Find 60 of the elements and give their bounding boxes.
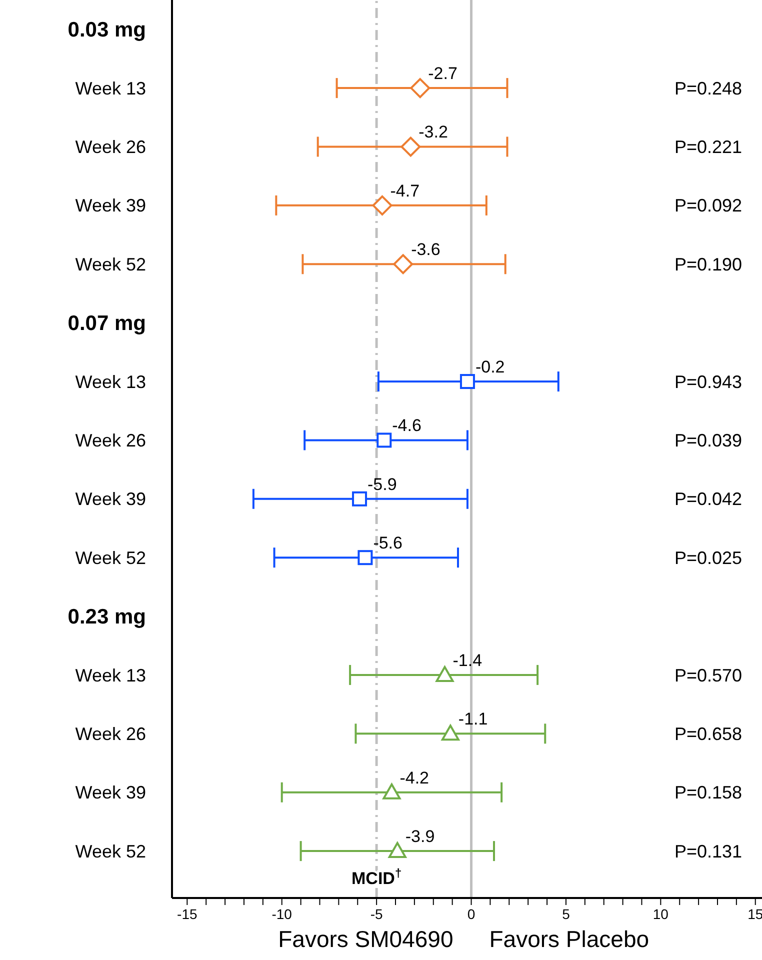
annotation: P=0.042: [674, 489, 742, 510]
data-label: -3.6: [411, 240, 440, 260]
y-tick-label: Week 13: [75, 372, 146, 392]
y-tick-label: 0.07 mg: [68, 312, 146, 336]
ref-line-label: MCID$^{†}$: [352, 866, 402, 888]
point: [436, 666, 454, 682]
y-tick-label: Week 39: [75, 782, 146, 803]
y-tick-label: 0.23 mg: [68, 606, 146, 629]
point: [372, 195, 392, 216]
y-tick-label: Week 26: [75, 137, 146, 158]
x-tick-label: 0: [467, 906, 476, 922]
y-tick-label: Week 39: [75, 489, 146, 510]
annotation: P=0.221: [674, 137, 742, 158]
y-tick-label: Week 26: [75, 724, 146, 744]
data-label: -1.4: [452, 650, 482, 670]
annotation: P=0.092: [674, 196, 742, 216]
annotation: P=0.131: [674, 841, 742, 862]
y-tick-label: Week 52: [75, 841, 146, 862]
annotation: P=0.158: [674, 782, 742, 803]
data-label: -2.7: [428, 64, 458, 84]
y-tick-label: Week 13: [75, 665, 146, 686]
y-tick-label: Week 13: [75, 78, 146, 98]
data-label: -0.2: [475, 358, 505, 377]
annotation: P=0.658: [674, 724, 742, 744]
data-label: -3.9: [405, 827, 435, 846]
point: [382, 783, 401, 800]
text: Favors Placebo: [489, 926, 650, 953]
point: [352, 491, 368, 506]
data-label: -4.7: [390, 181, 420, 200]
x-tick-label: 5: [562, 906, 570, 922]
x-tick-label: -15: [177, 906, 198, 922]
y-tick-label: Week 52: [75, 548, 146, 568]
x-tick-label: -10: [272, 906, 292, 922]
y-tick-label: Week 26: [75, 430, 146, 450]
point: [400, 136, 421, 157]
point: [388, 842, 406, 858]
data-label: -3.2: [418, 122, 448, 142]
point: [376, 432, 392, 448]
text: Favors SM04690: [278, 926, 454, 953]
y-tick-label: Week 39: [75, 196, 146, 216]
point: [358, 550, 373, 566]
y-tick-label: Week 52: [75, 254, 146, 274]
point: [393, 254, 414, 274]
annotation: P=0.190: [674, 254, 742, 274]
annotation: P=0.025: [674, 548, 742, 568]
annotation: P=0.570: [674, 665, 742, 686]
data-label: -5.9: [368, 474, 397, 494]
annotation: P=0.943: [674, 372, 742, 392]
x-tick-label: 10: [652, 906, 669, 922]
point: [460, 374, 475, 390]
point: [410, 78, 430, 98]
data-label: -4.6: [392, 416, 422, 436]
x-tick-label: -5: [370, 906, 383, 922]
data-label: -1.1: [458, 710, 488, 729]
data-label: -4.2: [400, 768, 430, 788]
data-label: -5.6: [373, 534, 402, 553]
y-tick-label: 0.03 mg: [68, 18, 146, 42]
annotation: P=0.039: [674, 430, 742, 450]
annotation: P=0.248: [674, 78, 742, 98]
point: [441, 724, 460, 741]
